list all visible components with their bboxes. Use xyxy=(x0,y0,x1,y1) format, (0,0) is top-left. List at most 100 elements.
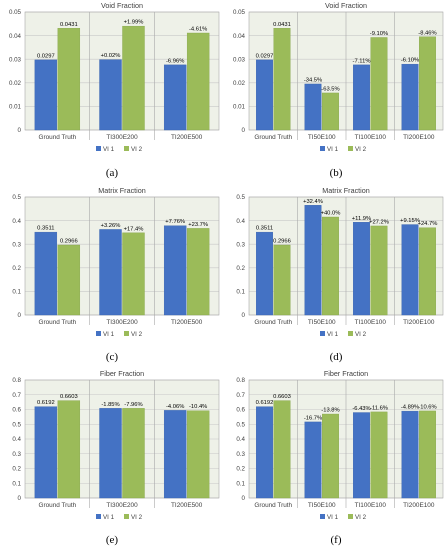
bar-vi2 xyxy=(186,32,210,131)
bar-vi2 xyxy=(370,225,388,316)
y-tick-label: 0.1 xyxy=(236,289,245,296)
bar-vi1 xyxy=(34,406,58,499)
y-tick-label: 0.4 xyxy=(12,218,21,225)
legend-label: VI 1 xyxy=(327,514,339,521)
y-tick-label: 0 xyxy=(18,127,22,134)
legend-label: VI 1 xyxy=(327,146,339,153)
legend-swatch-vi1 xyxy=(320,331,325,336)
y-tick-label: 0.3 xyxy=(12,451,21,458)
bar-vi2 xyxy=(419,227,436,316)
y-tick-label: 0.01 xyxy=(233,104,246,111)
y-tick-label: 0 xyxy=(242,127,246,134)
bar-vi1 xyxy=(304,421,322,499)
x-tick-label: TI300E200 xyxy=(106,502,138,509)
y-tick-label: 0.2 xyxy=(236,466,245,473)
legend-label: VI 1 xyxy=(327,331,339,338)
y-tick-label: 0 xyxy=(242,312,246,319)
bar-vi1 xyxy=(353,64,370,131)
bar-vi1 xyxy=(256,231,273,316)
data-label: 0.6192 xyxy=(37,400,55,406)
chart-title: Matrix Fraction xyxy=(98,186,146,195)
data-label: +24.7% xyxy=(418,221,438,227)
chart-title: Void Fraction xyxy=(101,1,143,10)
bar-vi2 xyxy=(273,28,291,131)
bar-vi2 xyxy=(122,408,145,499)
y-tick-label: 0.2 xyxy=(12,265,21,272)
data-label: -6.43% xyxy=(352,406,370,412)
y-tick-label: 0.7 xyxy=(236,392,245,399)
plot-border xyxy=(24,379,220,499)
x-tick-label: TI100E100 xyxy=(355,319,387,326)
bar-vi1 xyxy=(99,59,122,131)
x-tick-label: TI200E500 xyxy=(171,319,203,326)
chart-title: Fiber Fraction xyxy=(324,369,368,378)
y-tick-label: 0.1 xyxy=(12,289,21,296)
plot-border xyxy=(24,11,220,131)
bar-vi2 xyxy=(57,400,81,499)
chart-svg: Void Fraction 0 0.01 0.02 0.03 0.04 0.05 0.0297… xyxy=(233,1,444,153)
legend-swatch-vi2 xyxy=(124,514,129,519)
legend-swatch-vi1 xyxy=(320,146,325,151)
bar-vi1 xyxy=(401,224,419,316)
data-label: -8.46% xyxy=(418,30,436,36)
data-label: -1.85% xyxy=(101,402,119,408)
data-label: 0.6603 xyxy=(273,394,291,400)
legend-swatch-vi1 xyxy=(96,331,101,336)
legend-label: VI 2 xyxy=(355,146,367,153)
bar-vi2 xyxy=(273,244,291,316)
chart-svg: Fiber Fraction 0 0.1 0.2 0.3 0.4 0.5 0.6 0.7 0.8 0… xyxy=(236,369,444,521)
data-label: 0.0297 xyxy=(256,53,274,59)
bar-vi1 xyxy=(34,231,58,316)
bar-vi2 xyxy=(370,37,388,131)
bar-vi1 xyxy=(163,225,187,316)
legend-label: VI 2 xyxy=(131,514,143,521)
data-label: 0.6603 xyxy=(60,394,78,400)
data-label: +1.99% xyxy=(124,20,144,26)
y-tick-label: 0.03 xyxy=(9,56,22,63)
legend-label: VI 2 xyxy=(355,331,367,338)
data-label: 0.0297 xyxy=(37,53,55,59)
bar-vi2 xyxy=(419,36,436,131)
chart-title: Fiber Fraction xyxy=(100,369,144,378)
data-label: 0.3511 xyxy=(37,226,54,232)
y-tick-label: 0.3 xyxy=(236,451,245,458)
panel-label-b: (b) xyxy=(329,167,343,179)
data-label: -13.8% xyxy=(321,408,339,414)
legend: VI 1 VI 2 xyxy=(96,146,143,153)
y-tick-label: 0.1 xyxy=(236,480,245,487)
x-tick-label: TI200E100 xyxy=(403,134,435,141)
y-tick-label: 0.5 xyxy=(12,194,21,201)
chart-panel-c: Matrix Fraction 0 0.1 0.2 0.3 0.4 0.5 0.3511 0.2… xyxy=(0,185,223,345)
data-label: +27.2% xyxy=(369,219,389,225)
bar-vi2 xyxy=(122,232,145,316)
legend-swatch-vi1 xyxy=(320,514,325,519)
x-tick-label: Ground Truth xyxy=(254,134,292,141)
y-tick-label: 0 xyxy=(18,312,22,319)
x-tick-label: TI100E100 xyxy=(355,502,387,509)
bar-vi1 xyxy=(163,410,187,499)
x-tick-label: TI200E500 xyxy=(171,502,203,509)
bar-vi2 xyxy=(273,400,291,499)
panel-label-a: (a) xyxy=(105,167,119,179)
data-label: -10.6% xyxy=(418,404,436,410)
data-label: +9.15% xyxy=(400,218,420,224)
legend: VI 1 VI 2 xyxy=(96,331,143,338)
bar-vi2 xyxy=(322,92,339,131)
y-tick-label: 0.05 xyxy=(9,9,22,16)
data-label: -34.5% xyxy=(304,77,322,83)
bar-vi2 xyxy=(57,244,81,316)
y-tick-label: 0.6 xyxy=(12,407,21,414)
x-tick-label: Ground Truth xyxy=(39,319,77,326)
data-label: -4.06% xyxy=(166,404,184,410)
legend: VI 1 VI 2 xyxy=(320,331,367,338)
bar-vi2 xyxy=(122,25,145,131)
y-tick-label: 0.5 xyxy=(236,194,245,201)
x-tick-label: TI300E200 xyxy=(106,134,138,141)
legend-label: VI 1 xyxy=(103,331,115,338)
y-tick-label: 0.05 xyxy=(233,9,246,16)
legend-label: VI 2 xyxy=(131,146,143,153)
data-label: -7.96% xyxy=(124,402,142,408)
y-tick-label: 0.8 xyxy=(12,377,21,384)
plot-area xyxy=(25,197,219,315)
legend-label: VI 2 xyxy=(355,514,367,521)
